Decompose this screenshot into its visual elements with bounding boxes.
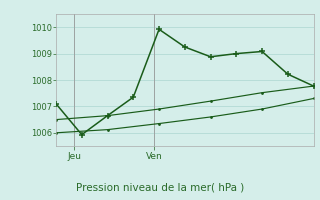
Text: Pression niveau de la mer( hPa ): Pression niveau de la mer( hPa ) <box>76 182 244 192</box>
